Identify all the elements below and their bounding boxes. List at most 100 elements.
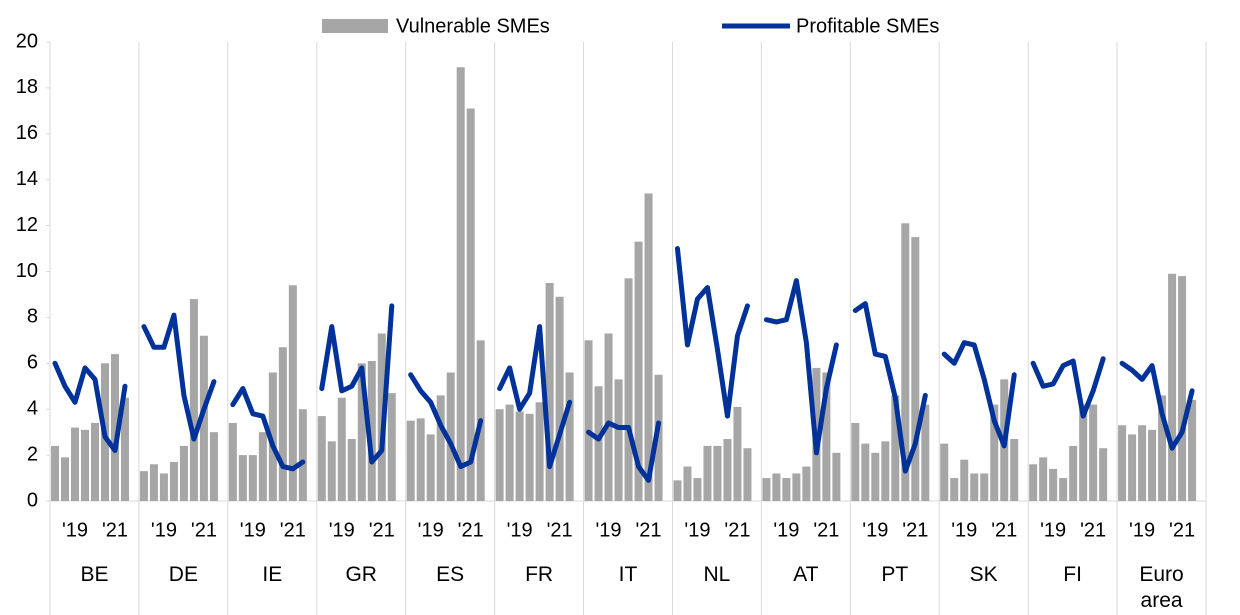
- bar: [950, 478, 959, 501]
- x-tick-label: '19: [773, 519, 799, 541]
- x-tick-label: '21: [635, 519, 661, 541]
- group-label: IT: [618, 563, 638, 586]
- x-tick-label: '21: [724, 519, 750, 541]
- line: [408, 372, 484, 470]
- y-tick-label: 0: [27, 489, 38, 511]
- bar: [199, 335, 208, 501]
- bar: [357, 363, 366, 501]
- y-tick-label: 4: [27, 397, 38, 419]
- bar: [683, 466, 692, 501]
- bar: [238, 455, 247, 501]
- line: [941, 340, 1017, 449]
- bar: [436, 395, 445, 501]
- bar: [51, 445, 59, 501]
- group-label: PT: [881, 563, 909, 586]
- bar: [288, 285, 297, 501]
- bar: [505, 404, 514, 501]
- bar: [1089, 404, 1098, 501]
- line: [1030, 356, 1106, 419]
- bar: [71, 427, 79, 501]
- bar: [179, 445, 188, 501]
- bar: [545, 282, 554, 501]
- bar: [960, 459, 969, 501]
- bar: [624, 278, 633, 501]
- bar: [1010, 439, 1019, 501]
- bar: [1148, 429, 1157, 501]
- bar: [189, 299, 198, 501]
- x-tick-label: '21: [1169, 519, 1195, 541]
- x-tick-label: '19: [151, 519, 177, 541]
- bar: [1079, 404, 1088, 501]
- bar: [1178, 276, 1187, 501]
- bar: [673, 480, 682, 501]
- bar: [1049, 468, 1058, 501]
- bar: [248, 455, 257, 501]
- bar: [1188, 400, 1197, 501]
- y-tick-label: 12: [16, 214, 38, 236]
- bar: [644, 193, 653, 501]
- bar: [91, 422, 99, 501]
- bar: [327, 441, 336, 501]
- line: [852, 301, 928, 474]
- legend-label: Profitable SMEs: [796, 15, 939, 37]
- bar: [515, 411, 524, 501]
- y-tick-label: 2: [27, 443, 38, 465]
- bar: [347, 439, 356, 501]
- x-tick-label: '21: [991, 519, 1017, 541]
- bar: [772, 473, 781, 501]
- line: [319, 303, 395, 465]
- bar: [881, 441, 890, 501]
- bar: [832, 452, 841, 501]
- bar: [1039, 457, 1048, 501]
- bar: [654, 374, 663, 501]
- bar: [317, 416, 326, 501]
- bar: [149, 464, 158, 501]
- y-tick-label: 18: [16, 76, 38, 98]
- bar: [416, 418, 425, 501]
- bar: [1158, 395, 1167, 501]
- bar: [940, 443, 949, 501]
- bar: [111, 354, 119, 501]
- group-label: DE: [168, 563, 198, 586]
- bar: [1118, 425, 1127, 501]
- bar: [139, 471, 148, 501]
- bar: [525, 413, 534, 501]
- bar: [446, 372, 455, 501]
- x-tick-label: '21: [191, 519, 217, 541]
- bar: [1138, 425, 1147, 501]
- bar: [921, 404, 930, 501]
- x-tick-label: '19: [951, 519, 977, 541]
- bar: [268, 372, 277, 501]
- bar: [634, 241, 643, 502]
- bar: [1128, 434, 1137, 501]
- bar: [278, 347, 287, 501]
- group-label: FI: [1063, 563, 1082, 586]
- y-tick-label: 20: [16, 30, 38, 52]
- bar: [604, 333, 613, 501]
- bar: [337, 397, 346, 501]
- line: [674, 246, 750, 419]
- bar: [703, 445, 712, 501]
- x-tick-label: '21: [102, 519, 128, 541]
- bar: [565, 372, 574, 501]
- bar: [61, 457, 69, 501]
- legend-swatch: [322, 19, 388, 33]
- x-tick-label: '21: [1080, 519, 1106, 541]
- x-tick-label: '19: [595, 519, 621, 541]
- bar: [792, 473, 801, 501]
- bar: [970, 473, 979, 501]
- bar: [891, 395, 900, 501]
- bar: [871, 452, 880, 501]
- bar: [387, 393, 396, 501]
- bar: [495, 409, 504, 501]
- x-tick-label: '19: [329, 519, 355, 541]
- group-label: AT: [793, 563, 819, 586]
- group-label: SK: [969, 563, 998, 586]
- x-tick-label: '19: [418, 519, 444, 541]
- bar: [614, 379, 623, 501]
- x-tick-label: '19: [62, 519, 88, 541]
- bar: [298, 409, 307, 501]
- bar: [1099, 448, 1108, 501]
- x-tick-label: '19: [684, 519, 710, 541]
